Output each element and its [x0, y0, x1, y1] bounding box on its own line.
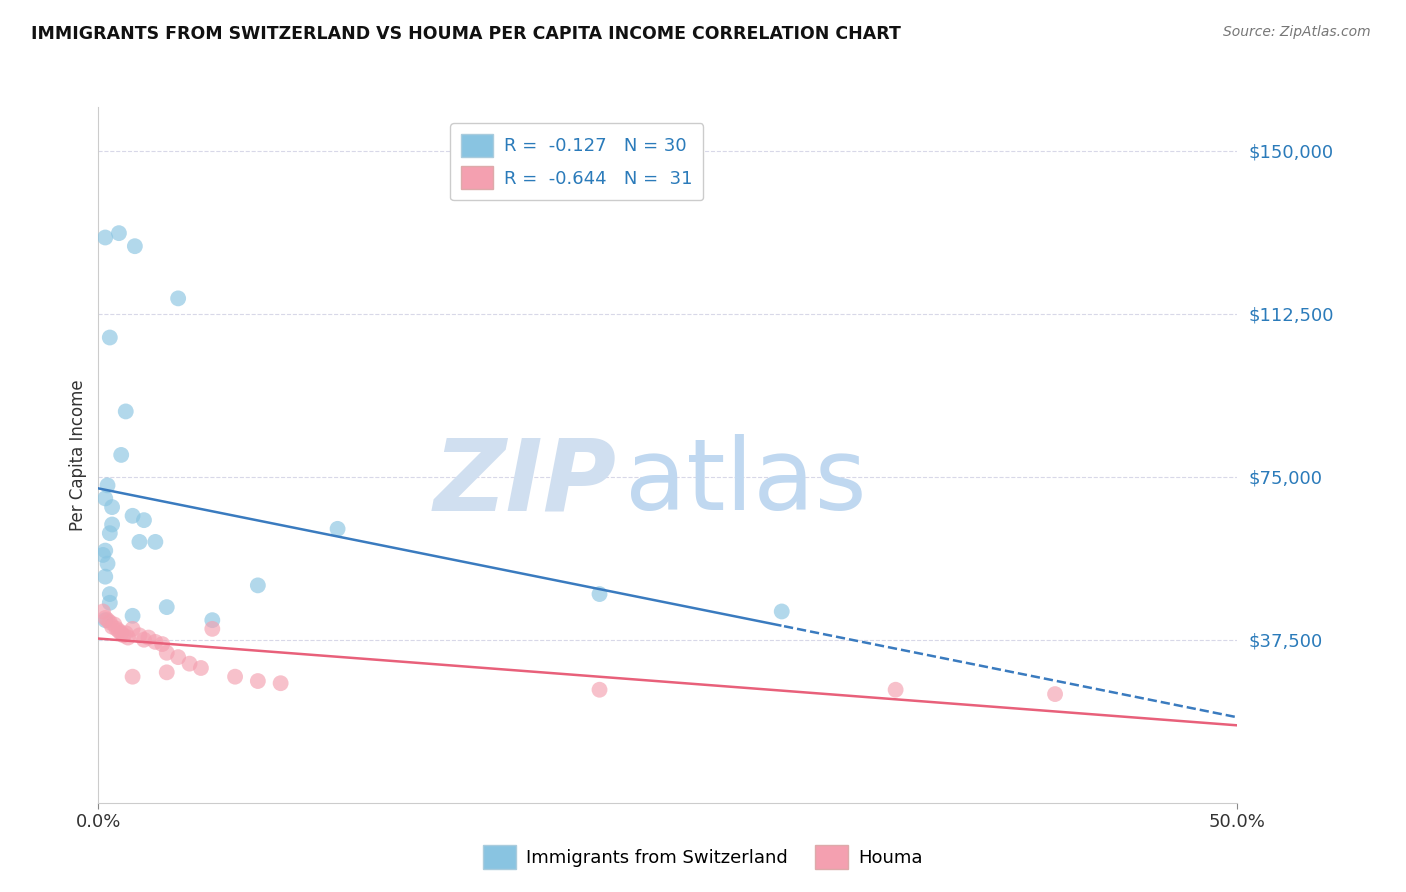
Point — [91, 605, 114, 619]
Point — [121, 508, 143, 523]
Point — [156, 600, 179, 615]
Point — [94, 230, 117, 244]
Point — [145, 635, 167, 649]
Point — [98, 526, 121, 541]
Point — [98, 587, 121, 601]
Point — [121, 622, 143, 636]
Point — [103, 617, 125, 632]
Text: ZIP: ZIP — [433, 434, 617, 532]
Point — [190, 661, 212, 675]
Point — [94, 570, 117, 584]
Legend: R =  -0.127   N = 30, R =  -0.644   N =  31: R = -0.127 N = 30, R = -0.644 N = 31 — [450, 123, 703, 200]
Point — [117, 631, 139, 645]
Point — [588, 682, 610, 697]
Point — [98, 330, 121, 344]
Point — [138, 631, 160, 645]
Point — [96, 613, 118, 627]
Point — [108, 624, 131, 638]
Point — [98, 615, 121, 630]
Point — [145, 534, 167, 549]
Point — [128, 628, 150, 642]
Point — [167, 650, 190, 665]
Point — [156, 646, 179, 660]
Point — [110, 626, 132, 640]
Point — [94, 543, 117, 558]
Point — [246, 674, 269, 689]
Point — [884, 682, 907, 697]
Point — [167, 291, 190, 305]
Text: atlas: atlas — [624, 434, 866, 532]
Point — [121, 608, 143, 623]
Text: Source: ZipAtlas.com: Source: ZipAtlas.com — [1223, 25, 1371, 39]
Legend: Immigrants from Switzerland, Houma: Immigrants from Switzerland, Houma — [475, 838, 931, 876]
Point — [96, 478, 118, 492]
Y-axis label: Per Capita Income: Per Capita Income — [69, 379, 87, 531]
Point — [98, 596, 121, 610]
Point — [1043, 687, 1066, 701]
Point — [588, 587, 610, 601]
Point — [94, 491, 117, 506]
Point — [770, 605, 793, 619]
Point — [112, 628, 135, 642]
Point — [101, 620, 124, 634]
Point — [114, 626, 136, 640]
Point — [132, 513, 155, 527]
Point — [156, 665, 179, 680]
Point — [94, 611, 117, 625]
Point — [132, 632, 155, 647]
Point — [96, 557, 118, 571]
Point — [224, 670, 246, 684]
Point — [124, 239, 146, 253]
Point — [108, 226, 131, 240]
Point — [101, 500, 124, 514]
Point — [94, 613, 117, 627]
Point — [201, 622, 224, 636]
Point — [179, 657, 201, 671]
Point — [201, 613, 224, 627]
Point — [128, 534, 150, 549]
Point — [105, 622, 128, 636]
Point — [101, 517, 124, 532]
Point — [246, 578, 269, 592]
Point — [114, 404, 136, 418]
Text: IMMIGRANTS FROM SWITZERLAND VS HOUMA PER CAPITA INCOME CORRELATION CHART: IMMIGRANTS FROM SWITZERLAND VS HOUMA PER… — [31, 25, 901, 43]
Point — [326, 522, 349, 536]
Point — [150, 637, 173, 651]
Point — [121, 670, 143, 684]
Point — [91, 548, 114, 562]
Point — [110, 448, 132, 462]
Point — [270, 676, 292, 690]
